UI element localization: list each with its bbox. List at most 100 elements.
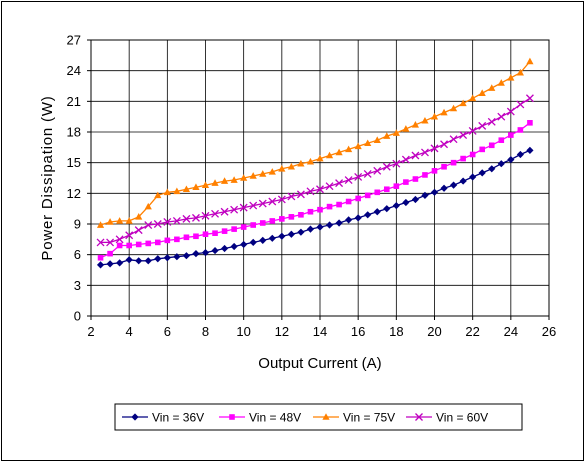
data-point — [97, 254, 104, 261]
data-point — [392, 159, 401, 168]
y-tick-label: 21 — [67, 94, 81, 109]
data-point — [250, 222, 257, 228]
data-point — [182, 214, 191, 223]
data-point — [335, 219, 343, 227]
data-point — [354, 173, 363, 181]
data-point — [488, 84, 496, 91]
data-point — [107, 250, 113, 257]
data-point — [288, 214, 295, 220]
data-point — [135, 241, 142, 248]
data-point — [459, 131, 468, 140]
data-point — [240, 174, 248, 181]
data-point — [497, 112, 506, 121]
data-point — [440, 140, 449, 149]
data-point — [240, 240, 248, 249]
data-point — [249, 238, 257, 246]
legend-item: Vin = 48V — [219, 411, 301, 425]
data-point — [411, 151, 420, 160]
data-point — [144, 221, 153, 229]
data-point — [459, 177, 467, 185]
data-point — [364, 211, 372, 219]
data-point — [296, 190, 305, 199]
data-point — [154, 255, 162, 263]
data-point — [135, 257, 143, 265]
data-point — [316, 223, 324, 231]
data-point — [517, 127, 524, 133]
data-point — [392, 129, 400, 136]
data-point — [383, 132, 391, 139]
data-point — [220, 207, 229, 216]
data-point — [306, 225, 315, 233]
data-point — [164, 237, 171, 244]
legend-label: Vin = 60V — [436, 411, 488, 425]
data-point — [106, 238, 115, 247]
data-point — [498, 137, 505, 143]
data-point — [316, 154, 324, 162]
series-vin-60v — [96, 94, 534, 247]
data-point — [277, 195, 286, 204]
data-point — [278, 165, 286, 172]
data-point — [355, 195, 361, 202]
series-line — [100, 122, 531, 259]
data-point — [401, 155, 410, 164]
x-tick-label: 20 — [427, 324, 441, 339]
data-point — [478, 89, 486, 96]
data-point — [526, 146, 534, 154]
data-point — [126, 242, 132, 249]
data-point — [153, 220, 162, 228]
data-point — [507, 74, 515, 81]
data-point — [440, 184, 448, 192]
data-point — [297, 228, 305, 236]
data-point — [240, 224, 247, 230]
data-point — [306, 187, 315, 196]
data-point — [335, 179, 344, 188]
data-point — [144, 202, 152, 210]
x-tick-label: 22 — [465, 324, 479, 339]
data-point — [478, 169, 486, 177]
data-point — [268, 197, 277, 206]
y-tick-label: 0 — [74, 309, 81, 324]
data-point — [173, 187, 181, 195]
data-point — [421, 116, 429, 124]
data-point — [441, 163, 447, 170]
data-point — [278, 232, 286, 240]
data-point — [354, 142, 362, 150]
data-point — [307, 208, 314, 215]
y-tick-label: 6 — [74, 247, 81, 262]
data-point — [192, 250, 200, 258]
legend-marker — [415, 413, 423, 421]
y-tick-label: 24 — [67, 63, 81, 78]
y-tick-label: 27 — [67, 33, 81, 48]
data-point — [116, 259, 124, 267]
data-point — [201, 181, 210, 188]
data-point — [249, 172, 257, 179]
data-point — [420, 148, 429, 157]
data-point — [526, 57, 534, 65]
series-vin-75v — [96, 57, 534, 228]
data-point — [259, 220, 266, 226]
data-point — [383, 186, 390, 193]
data-point — [402, 198, 410, 207]
data-point — [201, 249, 210, 257]
data-point — [411, 195, 420, 204]
data-point — [479, 146, 486, 153]
data-point — [287, 230, 295, 238]
data-point — [326, 203, 333, 210]
data-point — [259, 236, 267, 244]
data-point — [354, 214, 362, 222]
data-point — [316, 185, 324, 194]
data-point — [459, 99, 467, 107]
series-layer — [96, 57, 534, 269]
data-point — [488, 165, 496, 173]
data-point — [525, 94, 534, 103]
data-point — [431, 168, 438, 174]
data-point — [383, 205, 391, 213]
data-point — [287, 162, 295, 170]
legend-item: Vin = 60V — [406, 411, 488, 425]
data-point — [403, 179, 409, 185]
data-point — [364, 139, 372, 147]
data-point — [193, 233, 199, 240]
data-point — [212, 230, 218, 236]
data-point — [478, 121, 487, 130]
data-point — [325, 151, 334, 159]
